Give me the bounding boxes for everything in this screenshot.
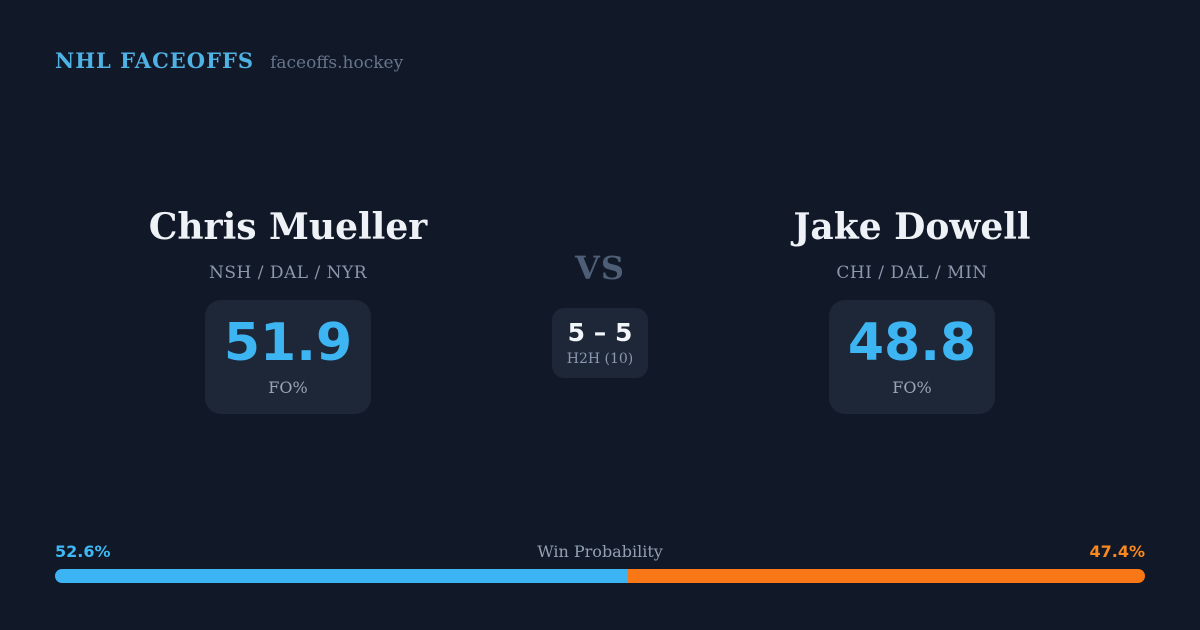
player-left-teams: NSH / DAL / NYR	[208, 263, 367, 284]
player-left-fo-pct: 51.9	[223, 313, 353, 374]
vs-label: VS	[575, 249, 625, 287]
vs-column: VS 5 – 5 H2H (10)	[500, 252, 700, 378]
player-left-stat-box: 51.9 FO%	[205, 300, 371, 415]
player-right-column: Jake Dowell CHI / DAL / MIN 48.8 FO%	[712, 206, 1112, 415]
winprob-left-pct: 52.6%	[55, 542, 111, 561]
h2h-box: 5 – 5 H2H (10)	[552, 308, 648, 378]
player-left-fo-label: FO%	[268, 378, 308, 398]
player-right-stat-box: 48.8 FO%	[829, 300, 995, 415]
brand-title: NHL FACEOFFS	[55, 48, 255, 73]
winprob-title: Win Probability	[537, 542, 663, 561]
site-url: faceoffs.hockey	[270, 53, 404, 73]
player-right-teams: CHI / DAL / MIN	[836, 263, 988, 284]
winprob-labels: 52.6% Win Probability 47.4%	[55, 542, 1145, 564]
player-left-column: Chris Mueller NSH / DAL / NYR 51.9 FO%	[88, 206, 488, 415]
winprob-right-pct: 47.4%	[1089, 542, 1145, 561]
player-right-name: Jake Dowell	[793, 206, 1031, 248]
h2h-label: H2H (10)	[566, 350, 634, 367]
header: NHL FACEOFFS faceoffs.hockey	[55, 48, 403, 73]
player-right-fo-label: FO%	[892, 378, 932, 398]
player-right-fo-pct: 48.8	[847, 313, 977, 374]
player-left-name: Chris Mueller	[148, 206, 428, 248]
winprob-bar-right	[628, 569, 1145, 583]
winprob-bar	[55, 569, 1145, 583]
winprob-bar-left	[55, 569, 629, 583]
h2h-score: 5 – 5	[567, 317, 633, 347]
